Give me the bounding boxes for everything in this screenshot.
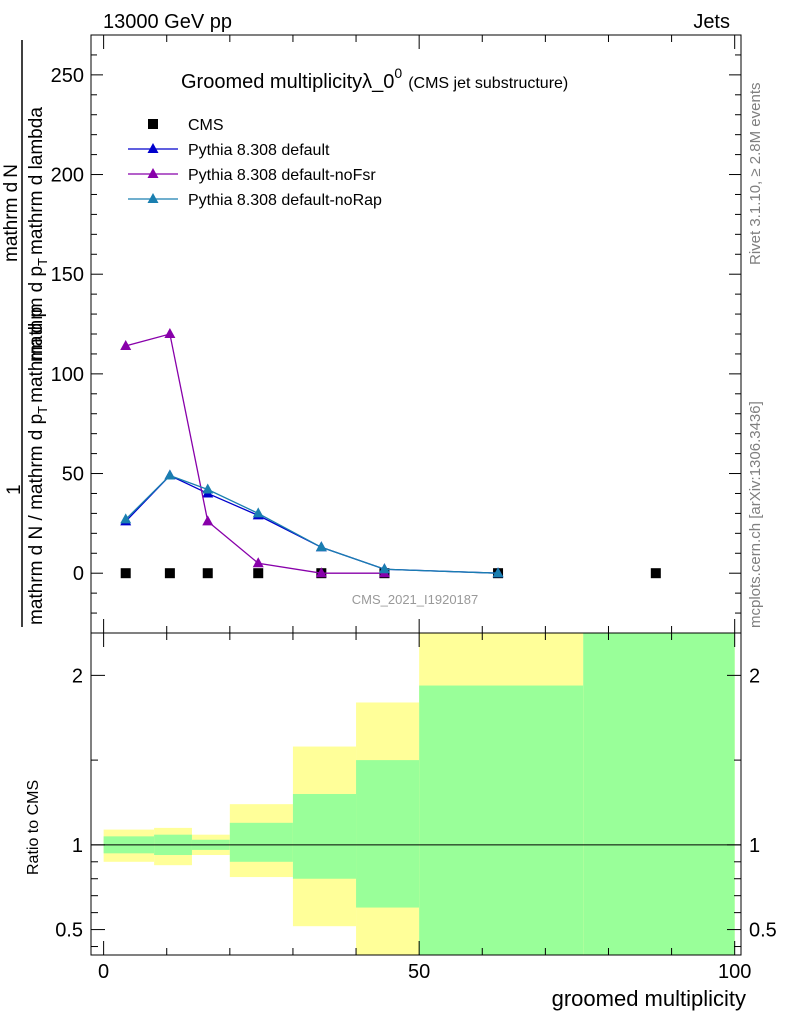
ratio-bands-layer xyxy=(103,633,735,955)
main-ytick-label: 250 xyxy=(51,65,84,87)
series-cms-point xyxy=(164,568,175,579)
ratio-ytick-label: 2 xyxy=(72,665,83,687)
legend-label: CMS xyxy=(188,117,224,134)
legend-marker-triangle xyxy=(147,168,159,178)
ylabel-top-line2-b: mathrm d lambda xyxy=(26,107,47,255)
x-tick-label: 0 xyxy=(98,961,109,983)
rivet-label: Rivet 3.1.10, ≥ 2.8M events xyxy=(747,83,764,266)
ratio-ytick-label-right: 2 xyxy=(749,665,760,687)
ylabel-top-line1-a: mathrm d xyxy=(1,182,22,262)
ylabel-denominator-a: mathrm d N / mathrm d p xyxy=(26,414,47,625)
legend-marker-triangle xyxy=(147,193,159,203)
chart-title-sup: 0 xyxy=(394,65,402,81)
series-pythia-8-308-default-nofsr-point xyxy=(252,557,264,568)
main-ytick-label: 0 xyxy=(73,563,84,585)
series-pythia-8-308-default-norap-point xyxy=(492,567,504,578)
series-pythia-8-308-default-nofsr-point xyxy=(202,515,214,526)
series-pythia-8-308-default-norap-point xyxy=(315,541,327,552)
ratio-band-green xyxy=(583,633,735,955)
chart-title: Groomed multiplicityλ_00 (CMS jet substru… xyxy=(181,65,568,93)
ratio-ytick-label-right: 0.5 xyxy=(749,920,777,942)
ylabel-top-line2: mathrm d pTmathrm d lambda xyxy=(26,107,50,362)
series-pythia-8-308-default-norap-point xyxy=(202,483,214,494)
legend-marker-triangle xyxy=(147,143,159,153)
x-tick-label: 50 xyxy=(408,961,430,983)
ratio-band-green xyxy=(229,822,293,862)
ratio-plot-frame xyxy=(90,632,742,956)
series-pythia-8-308-default-nofsr-point xyxy=(164,328,176,338)
legend-label: Pythia 8.308 default-noFsr xyxy=(188,167,376,184)
series-cms-point xyxy=(120,568,131,579)
ratio-band-green xyxy=(356,760,420,908)
header-right: Jets xyxy=(693,11,730,33)
ylabel-top-line1: mathrm d N xyxy=(1,164,22,262)
ratio-ticks: 0.5 0.5 1 1 2 2 0 50 100 xyxy=(55,633,777,983)
main-ytick-label: 100 xyxy=(51,364,84,386)
ylabel-top-line1-b: N xyxy=(1,164,22,178)
series-pythia-8-308-default-nofsr-point xyxy=(120,339,132,350)
mcplots-label: mcplots.cern.ch [arXiv:1306.3436] xyxy=(747,401,764,628)
main-series-layer xyxy=(120,328,661,579)
ylabel-denominator: mathrm d N / mathrm d pTmathrm d p xyxy=(26,307,50,625)
series-pythia-8-308-default-nofsr-point xyxy=(315,567,327,578)
series-pythia-8-308-default-norap-point xyxy=(120,513,132,524)
ylabel-denominator-sub: T xyxy=(35,406,50,414)
series-pythia-8-308-default-line xyxy=(125,474,499,574)
x-tick-label: 100 xyxy=(718,961,751,983)
ylabel-top-line2-a: mathrm d p xyxy=(26,266,47,362)
series-pythia-8-308-default-nofsr-line xyxy=(125,333,385,574)
series-cms-point xyxy=(202,568,213,579)
ylabel-numerator: 1 xyxy=(4,484,25,495)
header-left: 13000 GeV pp xyxy=(103,11,232,33)
ratio-band-green xyxy=(292,794,357,879)
legend-marker-square xyxy=(148,119,158,129)
ratio-band-green xyxy=(419,685,584,955)
series-pythia-8-308-default-norap-point xyxy=(378,563,390,574)
legend: CMS Pythia 8.308 default Pythia 8.308 defa… xyxy=(128,117,382,209)
chart-title-paren: (CMS jet substructure) xyxy=(408,75,568,92)
main-ticks: 0 50 100 150 200 250 xyxy=(51,34,741,634)
main-ylabel: 1 mathrm d N / mathrm d pTmathrm d p mat… xyxy=(1,40,50,627)
ratio-ylabel: Ratio to CMS xyxy=(25,780,42,875)
legend-label: Pythia 8.308 default xyxy=(188,142,330,159)
series-cms-point xyxy=(650,568,661,579)
series-pythia-8-308-default-norap-point xyxy=(164,469,176,480)
main-ytick-label: 150 xyxy=(51,264,84,286)
main-ytick-label: 200 xyxy=(51,165,84,187)
series-pythia-8-308-default-norap-line xyxy=(125,474,499,574)
ratio-plot-panel: 0.5 0.5 1 1 2 2 0 50 100 Ratio to CMS groomed mu… xyxy=(25,632,777,1011)
x-axis-label: groomed multiplicity xyxy=(552,986,746,1011)
main-ytick-label: 50 xyxy=(62,464,84,486)
legend-label: Pythia 8.308 default-noRap xyxy=(188,192,382,209)
series-pythia-8-308-default-norap-point xyxy=(252,507,264,518)
ratio-ytick-label: 0.5 xyxy=(55,920,83,942)
ratio-ytick-label-right: 1 xyxy=(749,835,760,857)
series-cms-point xyxy=(253,568,264,579)
ylabel-denominator-b: mathrm d p xyxy=(26,307,47,403)
watermark: CMS_2021_I1920187 xyxy=(352,592,479,607)
ylabel-top-line2-sub: T xyxy=(35,258,50,266)
ratio-ytick-label: 1 xyxy=(72,835,83,857)
chart-title-main: Groomed multiplicityλ_0 xyxy=(181,71,394,93)
